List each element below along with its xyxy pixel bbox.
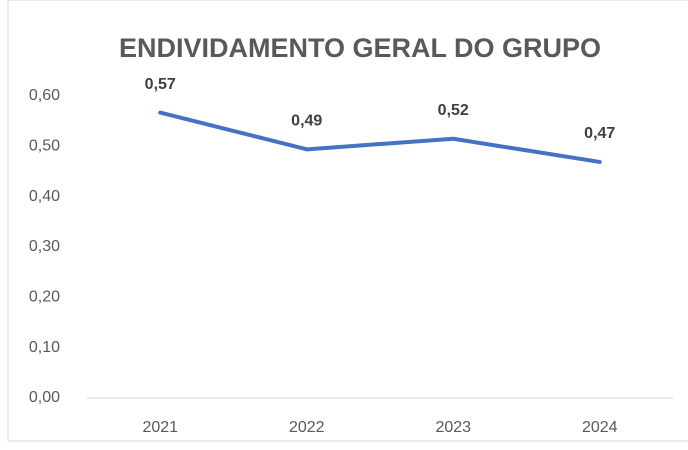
y-tick-label: 0,60 xyxy=(29,87,60,104)
x-tick-label: 2021 xyxy=(142,419,178,436)
y-tick-label: 0,50 xyxy=(29,138,60,155)
x-tick-label: 2023 xyxy=(435,419,471,436)
y-tick-label: 0,40 xyxy=(29,188,60,205)
data-label: 0,47 xyxy=(584,125,615,142)
x-tick-label: 2024 xyxy=(582,419,618,436)
data-label: 0,49 xyxy=(291,113,322,130)
chart-frame xyxy=(7,0,688,442)
y-tick-label: 0,30 xyxy=(29,238,60,255)
line-series xyxy=(158,110,602,164)
x-tick-label: 2022 xyxy=(289,419,325,436)
y-tick-label: 0,00 xyxy=(29,389,60,406)
data-label: 0,52 xyxy=(438,102,469,119)
chart-title: ENDIVIDAMENTO GERAL DO GRUPO xyxy=(119,33,601,63)
y-tick-label: 0,10 xyxy=(29,339,60,356)
y-tick-label: 0,20 xyxy=(29,289,60,306)
data-label: 0,57 xyxy=(145,76,176,93)
